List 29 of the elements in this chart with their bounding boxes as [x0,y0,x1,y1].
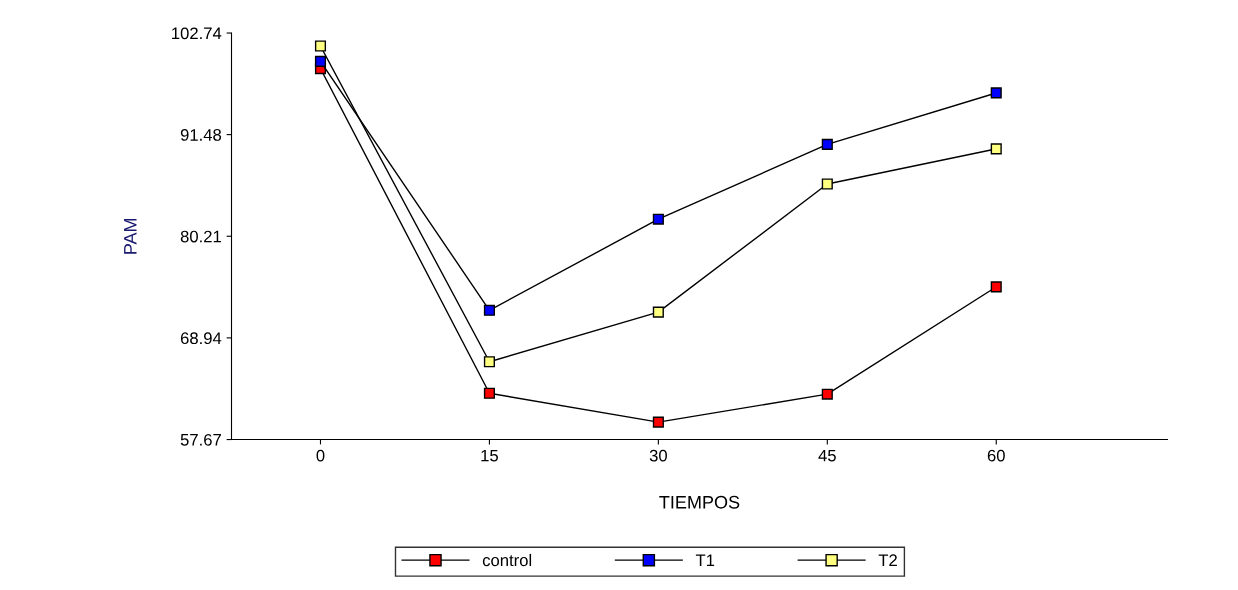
point [314,40,327,52]
point [652,306,664,318]
point [990,281,1002,293]
x-tick-label: 45 [818,449,836,462]
x-tick-label: 60 [987,449,1005,462]
y-tick-label: 57.67 [180,433,221,446]
y-tick-label: 80.21 [180,230,221,243]
y-tick-label: 68.94 [180,332,222,345]
y-tick-label: 102.74 [172,27,222,40]
legend-label: T1 [695,554,715,566]
point [821,138,833,150]
x-tick-label: 30 [649,449,667,462]
point [990,87,1002,99]
point [652,416,664,428]
point [990,143,1002,155]
x-tick-label: 0 [316,449,325,462]
point [483,387,495,399]
x-axis-title: TIEMPOS [659,495,740,509]
y-tick-label: 91.48 [180,129,222,141]
point [483,356,495,368]
point [314,55,327,67]
legend-label: T2 [878,554,897,566]
legend-label: control [482,553,532,567]
x-tick-label: 15 [481,449,498,462]
point [821,178,833,190]
point [821,388,833,400]
point [483,304,495,316]
point [652,213,664,225]
y-axis-title: PAM [124,218,137,254]
